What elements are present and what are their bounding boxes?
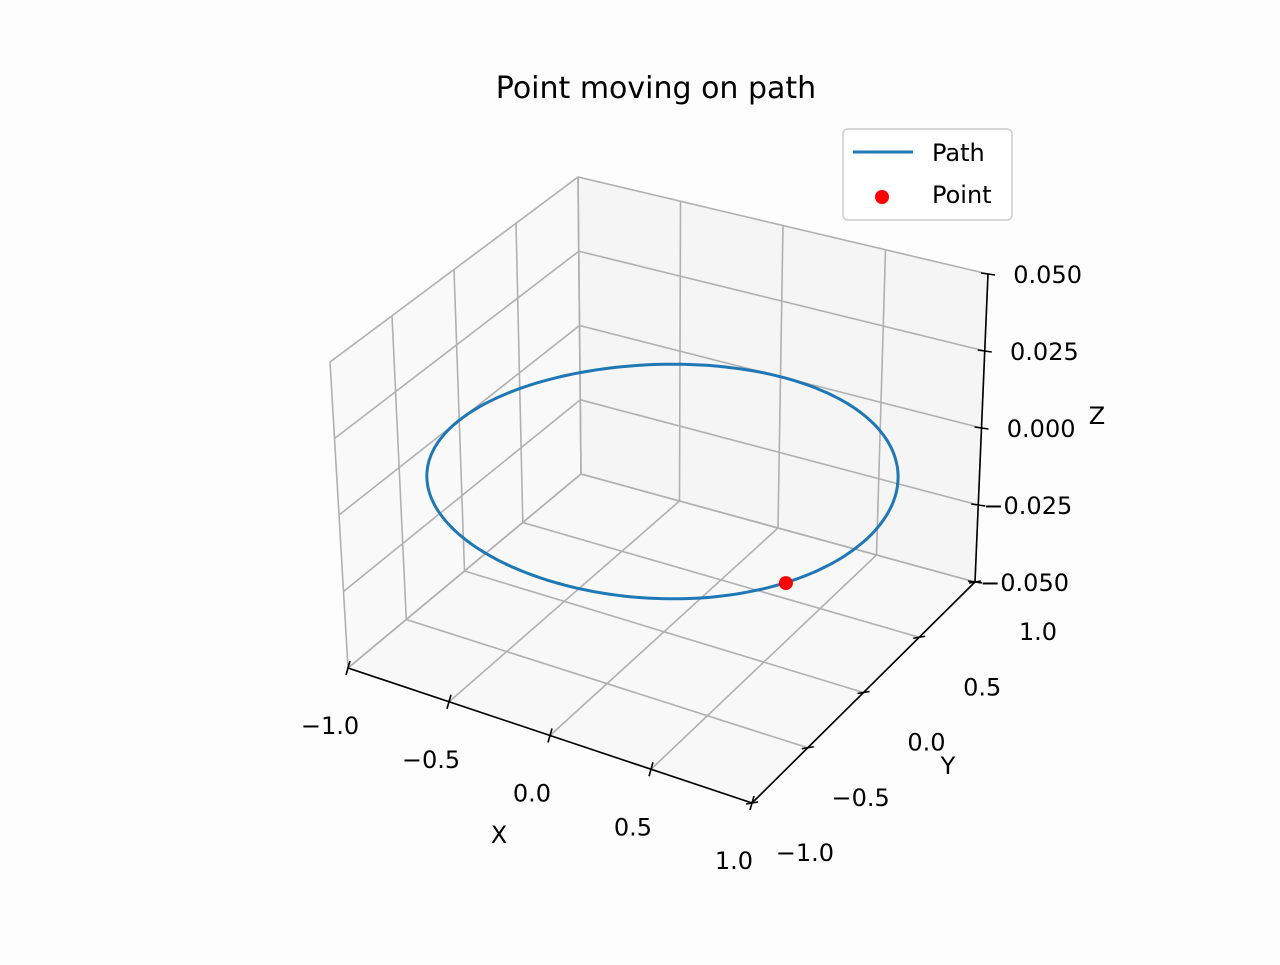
grid-z-3 (334, 250, 985, 440)
x-tick-1 (446, 694, 452, 709)
z-tick-2 (974, 426, 989, 430)
y-tick-label-3: 0.5 (963, 673, 1001, 701)
path-line (425, 362, 900, 601)
y-tick-label-2: 0.0 (907, 729, 945, 757)
x-tick-3 (648, 762, 654, 777)
z-tick-label-0: −0.050 (980, 569, 1069, 597)
y-tick-1 (801, 745, 814, 750)
tick-marks (345, 272, 996, 811)
chart-title: Point moving on path (496, 71, 816, 106)
z-tick-1 (971, 503, 986, 507)
legend: Path Point (842, 128, 1013, 221)
z-tick-label-4: 0.050 (1013, 261, 1082, 289)
grid-z-2 (338, 324, 982, 516)
y-axis-label: Y (940, 752, 956, 780)
pane-floor (348, 474, 975, 803)
x-tick-label-2: 0.0 (513, 780, 551, 808)
y-tick-label-4: 1.0 (1019, 618, 1057, 646)
x-axis-label: X (491, 821, 507, 849)
x-tick-2 (547, 728, 553, 743)
x-tick-label-3: 0.5 (614, 813, 652, 841)
grid-z-4 (329, 176, 989, 363)
z-axis-label: Z (1089, 402, 1105, 430)
z-tick-label-1: −0.025 (983, 492, 1072, 520)
y-tick-label-1: −0.5 (831, 784, 889, 812)
moving-point (778, 576, 793, 591)
legend-point-swatch (875, 190, 889, 204)
y-tick-2 (857, 690, 870, 695)
series-layer (425, 362, 900, 601)
z-tick-label-2: 0.000 (1007, 415, 1076, 443)
y-tick-0 (745, 801, 759, 805)
z-tick-4 (980, 272, 996, 276)
y-tick-label-0: −1.0 (776, 839, 834, 867)
legend-path-label: Path (932, 139, 985, 167)
z-tick-3 (977, 349, 992, 353)
z-tick-label-3: 0.025 (1010, 338, 1079, 366)
y-tick-3 (913, 635, 926, 640)
x-tick-label-4: 1.0 (715, 847, 753, 875)
x-tick-0 (345, 660, 351, 676)
x-tick-label-0: −1.0 (301, 712, 359, 740)
legend-point-label: Point (932, 181, 992, 209)
grid-z-0 (347, 473, 976, 669)
z-tick-0 (967, 580, 983, 584)
grid-z-1 (342, 398, 979, 593)
x-tick-label-1: −0.5 (402, 746, 460, 774)
tick-labels: −1.0 −0.5 0.0 0.5 1.0 −1.0 −0.5 0.0 0.5 1.0 −0.050… (301, 261, 1082, 875)
